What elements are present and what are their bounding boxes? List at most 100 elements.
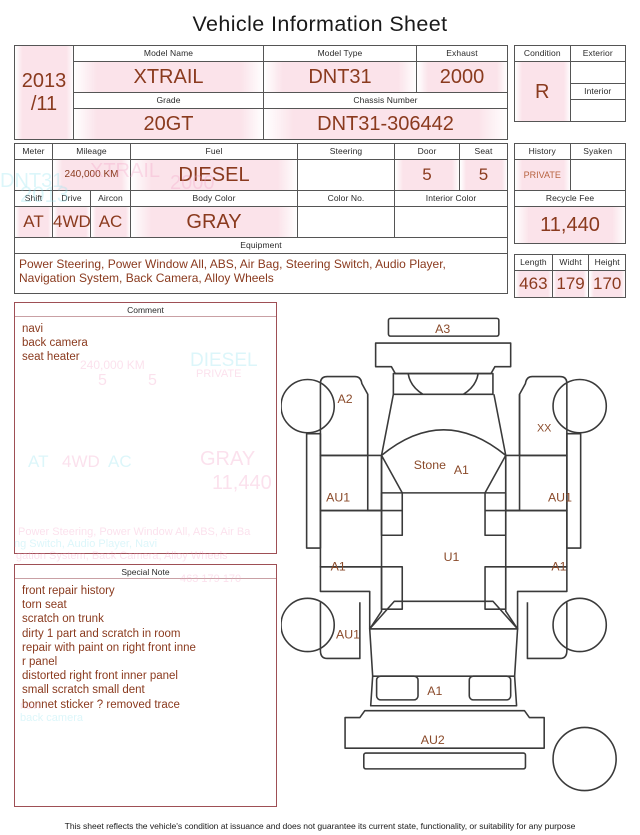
steering-value (297, 159, 395, 191)
wheel-front-right (552, 597, 608, 653)
wheelarch-right (526, 602, 568, 660)
wheelarch-left (319, 602, 361, 660)
wheel-rear-right (552, 378, 608, 434)
side-panel-lower-right (504, 509, 568, 568)
headlight-right (468, 675, 512, 701)
rear-window-crease-left (407, 373, 424, 395)
drive-label: Drive (52, 190, 91, 207)
condition-value: R (514, 61, 571, 122)
marker-a2: A2 (338, 392, 353, 406)
marker-stone: Stone (414, 458, 446, 472)
page-title: Vehicle Information Sheet (192, 12, 448, 36)
marker-au1-right: AU1 (548, 491, 572, 505)
body-color-label: Body Color (130, 190, 298, 207)
rear-quarter-left (319, 375, 369, 457)
wheel-rear-left (281, 378, 336, 434)
width-label: Widht (551, 254, 590, 271)
front-bumper-shape (344, 709, 545, 749)
rear-window-shape (392, 372, 494, 396)
rear-hatch-shape (374, 342, 512, 375)
fuel-value: DIESEL (130, 159, 298, 191)
marker-u1: U1 (444, 550, 460, 564)
first-reg-year: 2013 (21, 70, 67, 92)
special-note-text: front repair history torn seat scratch o… (22, 585, 196, 711)
hood-shape (368, 628, 519, 677)
marker-a1-roof: A1 (454, 463, 469, 477)
comment-title: Comment (15, 303, 276, 317)
mileage-value: 240,000 KM (52, 159, 131, 191)
rear-quarter-right (518, 375, 568, 457)
spec-row-2-right: History Syaken PRIVATE Recycle Fee 11,44… (514, 143, 626, 298)
body-color-value: GRAY (130, 206, 298, 238)
marker-au2: AU2 (421, 733, 445, 747)
diagram-column: A3 A2 XX Stone A1 AU1 AU1 U1 A1 A1 AU1 A… (281, 302, 626, 807)
meter-value (14, 159, 53, 191)
notes-column: Comment navi back camera seat heater Spe… (14, 302, 277, 807)
headlight-left (375, 675, 419, 701)
disclaimer-text: This sheet reflects the vehicle's condit… (64, 821, 576, 831)
history-value: PRIVATE (514, 159, 571, 191)
spec-row-1-right: Condition Exterior R Interior (514, 45, 626, 140)
equipment-value: Power Steering, Power Window All, ABS, A… (19, 257, 446, 285)
chassis-label: Chassis Number (263, 92, 508, 109)
shift-label: Shift (14, 190, 53, 207)
fender-right (504, 565, 568, 630)
recycle-fee-value: 11,440 (514, 206, 626, 244)
fuel-label: Fuel (130, 143, 298, 160)
first-reg-value: 2013 /11 (14, 45, 74, 140)
model-name-label: Model Name (73, 45, 264, 62)
chassis-value: DNT31-306442 (263, 108, 508, 140)
equipment-label: Equipment (14, 237, 508, 254)
color-no-value (297, 206, 395, 238)
main-body: Comment navi back camera seat heater Spe… (0, 298, 640, 807)
front-lip-shape (363, 752, 527, 770)
roof-panel-shape (380, 455, 507, 494)
spec-row-2-left: Meter Mileage Fuel Steering Door Seat 24… (14, 143, 508, 298)
exterior-value (569, 61, 626, 84)
length-value: 463 (514, 270, 553, 298)
spare-wheel (552, 726, 617, 792)
mileage-label: Mileage (52, 143, 131, 160)
marker-au1-front-left: AU1 (336, 628, 360, 642)
aircon-label: Aircon (90, 190, 131, 207)
grille-shape (369, 676, 518, 707)
condition-label: Condition (514, 45, 571, 62)
interior-label: Interior (569, 83, 626, 100)
height-value: 170 (588, 270, 626, 298)
fender-left (319, 565, 383, 630)
model-name-value: XTRAIL (73, 61, 264, 93)
color-no-label: Color No. (297, 190, 395, 207)
spec-row-1: 2013 /11 Model Name Model Type Exhaust X… (0, 45, 640, 140)
rear-window-crease-right (462, 373, 479, 395)
width-value: 179 (551, 270, 590, 298)
marker-xx: XX (537, 423, 551, 435)
syaken-value (569, 159, 626, 191)
wheel-front-left (281, 597, 336, 653)
marker-a1-left: A1 (331, 560, 346, 574)
interior-color-label: Interior Color (394, 190, 508, 207)
steering-label: Steering (297, 143, 395, 160)
comment-box: Comment navi back camera seat heater (14, 302, 277, 554)
door-strip-left (305, 432, 322, 549)
model-type-value: DNT31 (263, 61, 417, 93)
diagram-markers: A3 A2 XX Stone A1 AU1 AU1 U1 A1 A1 AU1 A… (326, 322, 572, 747)
shift-value: AT (14, 206, 53, 238)
length-label: Length (514, 254, 553, 271)
interior-value (569, 99, 626, 122)
rear-spoiler-shape (387, 317, 500, 337)
height-label: Height (588, 254, 626, 271)
model-type-label: Model Type (263, 45, 417, 62)
marker-a3: A3 (435, 322, 450, 336)
special-note-box: Special Note front repair history torn s… (14, 564, 277, 807)
exhaust-label: Exhaust (416, 45, 508, 62)
grade-value: 20GT (73, 108, 264, 140)
seat-value: 5 (459, 159, 508, 191)
spec-row-2: Meter Mileage Fuel Steering Door Seat 24… (0, 143, 640, 298)
door-panel-inner-right (484, 492, 507, 537)
aircon-value: AC (90, 206, 131, 238)
door-value: 5 (394, 159, 460, 191)
comment-text: navi back camera seat heater (22, 323, 88, 364)
recycle-fee-label: Recycle Fee (514, 190, 626, 207)
syaken-label: Syaken (569, 143, 626, 160)
seat-label: Seat (459, 143, 508, 160)
